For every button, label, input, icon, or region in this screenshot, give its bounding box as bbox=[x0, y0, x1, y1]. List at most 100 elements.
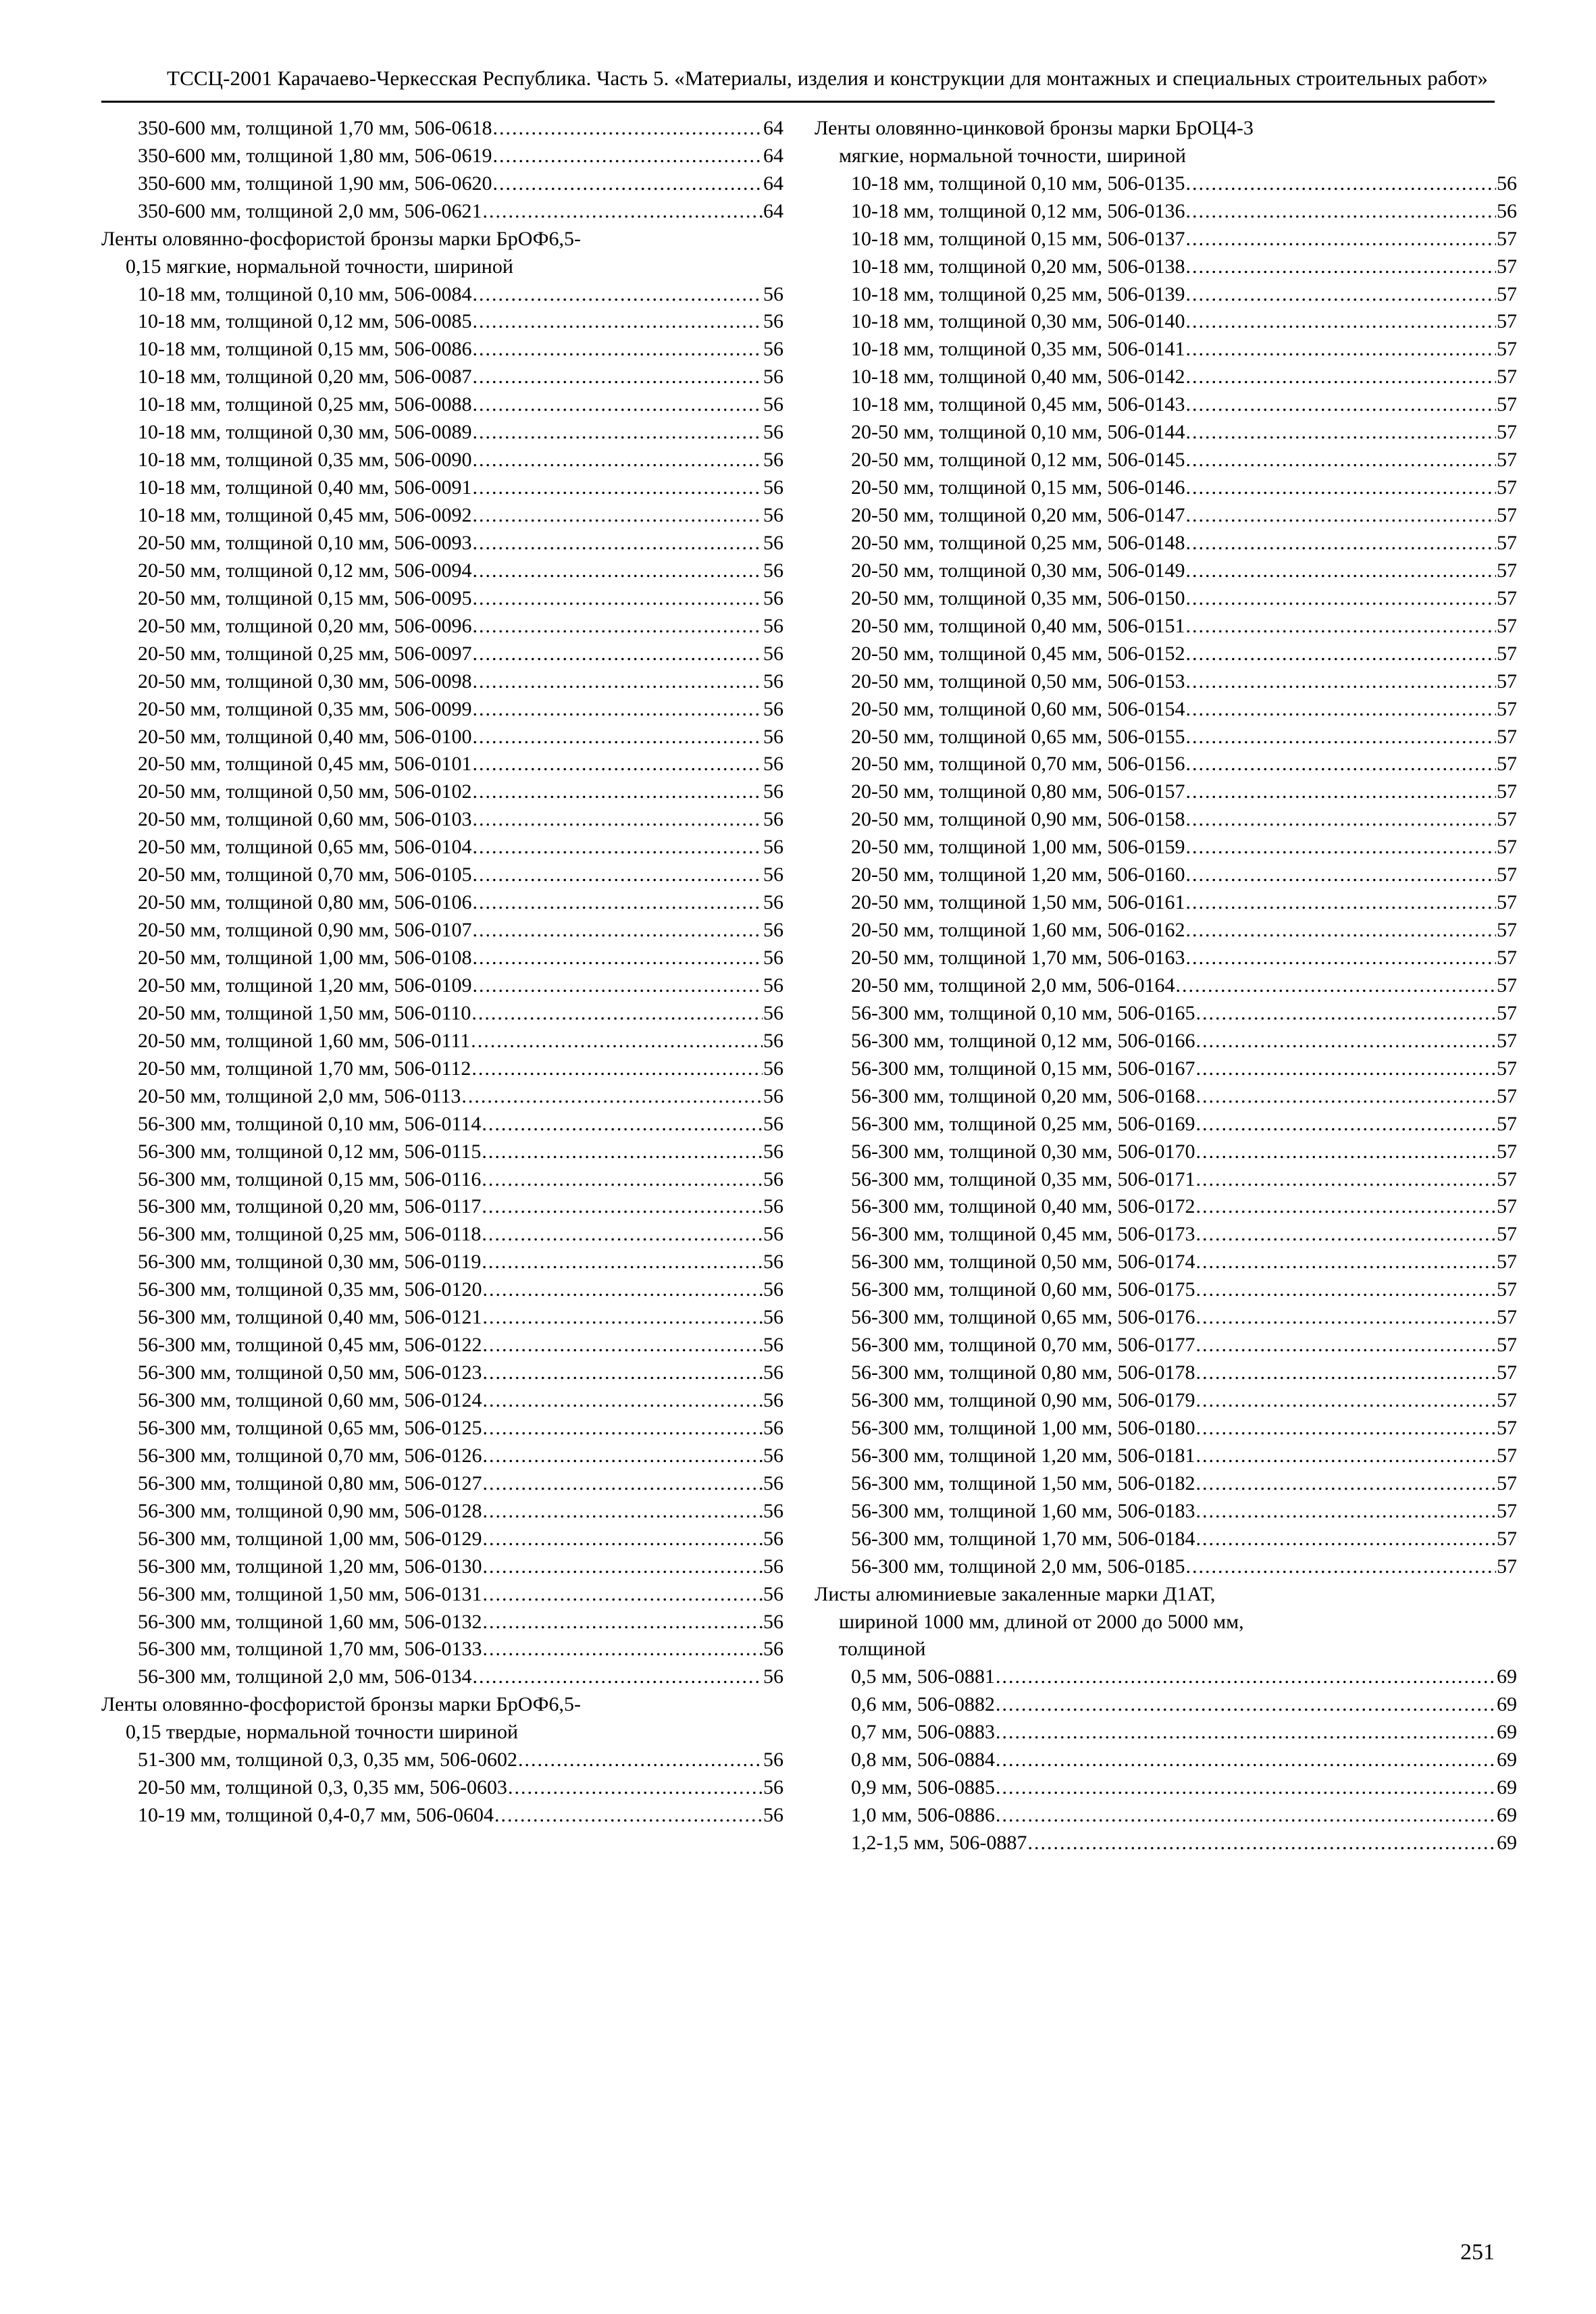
toc-entry[interactable]: 56-300 мм, толщиной 0,30 мм, 506-0170 57 bbox=[815, 1138, 1517, 1166]
toc-entry[interactable]: 10-18 мм, толщиной 0,12 мм, 506-0085 56 bbox=[101, 308, 783, 336]
toc-entry[interactable]: 56-300 мм, толщиной 1,00 мм, 506-0180 57 bbox=[815, 1415, 1517, 1442]
toc-entry[interactable]: 56-300 мм, толщиной 0,80 мм, 506-0127 56 bbox=[101, 1470, 783, 1498]
toc-entry[interactable]: 56-300 мм, толщиной 0,15 мм, 506-0116 56 bbox=[101, 1166, 783, 1194]
toc-entry[interactable]: 350-600 мм, толщиной 1,80 мм, 506-0619 64 bbox=[101, 143, 783, 170]
toc-entry[interactable]: 20-50 мм, толщиной 0,30 мм, 506-0098 56 bbox=[101, 668, 783, 696]
toc-entry[interactable]: 20-50 мм, толщиной 0,3, 0,35 мм, 506-060… bbox=[101, 1774, 783, 1802]
toc-entry[interactable]: 20-50 мм, толщиной 0,15 мм, 506-0095 56 bbox=[101, 585, 783, 613]
toc-entry[interactable]: 56-300 мм, толщиной 1,50 мм, 506-0182 57 bbox=[815, 1470, 1517, 1498]
toc-entry[interactable]: 20-50 мм, толщиной 0,60 мм, 506-0154 57 bbox=[815, 696, 1517, 724]
toc-entry[interactable]: 56-300 мм, толщиной 0,30 мм, 506-0119 56 bbox=[101, 1249, 783, 1276]
toc-entry[interactable]: 56-300 мм, толщиной 1,20 мм, 506-0181 57 bbox=[815, 1442, 1517, 1470]
toc-entry[interactable]: 20-50 мм, толщиной 0,80 мм, 506-0106 56 bbox=[101, 889, 783, 917]
toc-entry[interactable]: 20-50 мм, толщиной 0,35 мм, 506-0099 56 bbox=[101, 696, 783, 724]
toc-entry[interactable]: 10-18 мм, толщиной 0,10 мм, 506-0084 56 bbox=[101, 281, 783, 309]
toc-entry[interactable]: 56-300 мм, толщиной 1,60 мм, 506-0132 56 bbox=[101, 1609, 783, 1636]
toc-entry[interactable]: 56-300 мм, толщиной 0,40 мм, 506-0172 57 bbox=[815, 1193, 1517, 1221]
toc-entry[interactable]: 20-50 мм, толщиной 0,60 мм, 506-0103 56 bbox=[101, 806, 783, 834]
toc-entry[interactable]: 10-18 мм, толщиной 0,25 мм, 506-0088 56 bbox=[101, 391, 783, 419]
toc-entry[interactable]: 56-300 мм, толщиной 0,90 мм, 506-0128 56 bbox=[101, 1498, 783, 1526]
toc-entry[interactable]: 56-300 мм, толщиной 0,20 мм, 506-0117 56 bbox=[101, 1193, 783, 1221]
toc-entry[interactable]: 56-300 мм, толщиной 0,40 мм, 506-0121 56 bbox=[101, 1304, 783, 1332]
toc-entry[interactable]: 10-18 мм, толщиной 0,12 мм, 506-0136 56 bbox=[815, 198, 1517, 226]
toc-entry[interactable]: 56-300 мм, толщиной 2,0 мм, 506-0185 57 bbox=[815, 1553, 1517, 1581]
toc-entry[interactable]: 20-50 мм, толщиной 1,20 мм, 506-0109 56 bbox=[101, 972, 783, 1000]
toc-entry[interactable]: 20-50 мм, толщиной 1,20 мм, 506-0160 57 bbox=[815, 861, 1517, 889]
toc-entry[interactable]: 56-300 мм, толщиной 1,50 мм, 506-0131 56 bbox=[101, 1581, 783, 1609]
toc-entry[interactable]: 56-300 мм, толщиной 0,70 мм, 506-0126 56 bbox=[101, 1442, 783, 1470]
toc-entry[interactable]: 20-50 мм, толщиной 1,00 мм, 506-0108 56 bbox=[101, 945, 783, 972]
toc-entry[interactable]: 56-300 мм, толщиной 0,12 мм, 506-0166 57 bbox=[815, 1028, 1517, 1055]
toc-entry[interactable]: 51-300 мм, толщиной 0,3, 0,35 мм, 506-06… bbox=[101, 1746, 783, 1774]
toc-entry[interactable]: 20-50 мм, толщиной 0,20 мм, 506-0147 57 bbox=[815, 502, 1517, 530]
toc-entry[interactable]: 56-300 мм, толщиной 0,70 мм, 506-0177 57 bbox=[815, 1332, 1517, 1359]
toc-entry[interactable]: 20-50 мм, толщиной 0,20 мм, 506-0096 56 bbox=[101, 613, 783, 640]
toc-entry[interactable]: 20-50 мм, толщиной 0,10 мм, 506-0093 56 bbox=[101, 530, 783, 557]
toc-entry[interactable]: 0,8 мм, 506-0884 69 bbox=[815, 1746, 1517, 1774]
toc-entry[interactable]: 20-50 мм, толщиной 1,70 мм, 506-0163 57 bbox=[815, 945, 1517, 972]
toc-entry[interactable]: 56-300 мм, толщиной 0,60 мм, 506-0175 57 bbox=[815, 1276, 1517, 1304]
toc-entry[interactable]: 56-300 мм, толщиной 0,25 мм, 506-0118 56 bbox=[101, 1221, 783, 1249]
toc-entry[interactable]: 56-300 мм, толщиной 0,20 мм, 506-0168 57 bbox=[815, 1083, 1517, 1111]
toc-entry[interactable]: 1,2-1,5 мм, 506-0887 69 bbox=[815, 1830, 1517, 1857]
toc-entry[interactable]: 20-50 мм, толщиной 2,0 мм, 506-0164 57 bbox=[815, 972, 1517, 1000]
toc-entry[interactable]: 20-50 мм, толщиной 1,60 мм, 506-0111 56 bbox=[101, 1028, 783, 1055]
toc-entry[interactable]: 20-50 мм, толщиной 1,70 мм, 506-0112 56 bbox=[101, 1055, 783, 1083]
toc-entry[interactable]: 20-50 мм, толщиной 2,0 мм, 506-0113 56 bbox=[101, 1083, 783, 1111]
toc-entry[interactable]: 10-18 мм, толщиной 0,35 мм, 506-0141 57 bbox=[815, 336, 1517, 363]
toc-entry[interactable]: 20-50 мм, толщиной 1,50 мм, 506-0161 57 bbox=[815, 889, 1517, 917]
toc-entry[interactable]: 20-50 мм, толщиной 0,45 мм, 506-0152 57 bbox=[815, 640, 1517, 668]
toc-entry[interactable]: 56-300 мм, толщиной 0,15 мм, 506-0167 57 bbox=[815, 1055, 1517, 1083]
toc-entry[interactable]: 0,6 мм, 506-0882 69 bbox=[815, 1691, 1517, 1719]
toc-entry[interactable]: 20-50 мм, толщиной 0,65 мм, 506-0104 56 bbox=[101, 834, 783, 861]
toc-entry[interactable]: 10-18 мм, толщиной 0,20 мм, 506-0138 57 bbox=[815, 253, 1517, 281]
toc-entry[interactable]: 10-18 мм, толщиной 0,40 мм, 506-0091 56 bbox=[101, 474, 783, 502]
toc-entry[interactable]: 56-300 мм, толщиной 1,70 мм, 506-0133 56 bbox=[101, 1636, 783, 1663]
toc-entry[interactable]: 10-18 мм, толщиной 0,15 мм, 506-0137 57 bbox=[815, 226, 1517, 253]
toc-entry[interactable]: 10-18 мм, толщиной 0,30 мм, 506-0140 57 bbox=[815, 308, 1517, 336]
toc-entry[interactable]: 20-50 мм, толщиной 0,25 мм, 506-0148 57 bbox=[815, 530, 1517, 557]
toc-entry[interactable]: 20-50 мм, толщиной 0,35 мм, 506-0150 57 bbox=[815, 585, 1517, 613]
toc-entry[interactable]: 20-50 мм, толщиной 0,70 мм, 506-0105 56 bbox=[101, 861, 783, 889]
toc-entry[interactable]: 20-50 мм, толщиной 1,00 мм, 506-0159 57 bbox=[815, 834, 1517, 861]
toc-entry[interactable]: 56-300 мм, толщиной 0,45 мм, 506-0173 57 bbox=[815, 1221, 1517, 1249]
toc-entry[interactable]: 56-300 мм, толщиной 0,65 мм, 506-0176 57 bbox=[815, 1304, 1517, 1332]
toc-entry[interactable]: 20-50 мм, толщиной 0,70 мм, 506-0156 57 bbox=[815, 751, 1517, 778]
toc-entry[interactable]: 20-50 мм, толщиной 0,45 мм, 506-0101 56 bbox=[101, 751, 783, 778]
toc-entry[interactable]: 56-300 мм, толщиной 0,12 мм, 506-0115 56 bbox=[101, 1138, 783, 1166]
toc-entry[interactable]: 0,9 мм, 506-0885 69 bbox=[815, 1774, 1517, 1802]
toc-entry[interactable]: 56-300 мм, толщиной 2,0 мм, 506-0134 56 bbox=[101, 1663, 783, 1691]
toc-entry[interactable]: 20-50 мм, толщиной 0,90 мм, 506-0158 57 bbox=[815, 806, 1517, 834]
toc-entry[interactable]: 10-18 мм, толщиной 0,10 мм, 506-0135 56 bbox=[815, 170, 1517, 198]
toc-entry[interactable]: 350-600 мм, толщиной 1,90 мм, 506-0620 64 bbox=[101, 170, 783, 198]
toc-entry[interactable]: 350-600 мм, толщиной 2,0 мм, 506-0621 64 bbox=[101, 198, 783, 226]
toc-entry[interactable]: 56-300 мм, толщиной 0,80 мм, 506-0178 57 bbox=[815, 1359, 1517, 1387]
toc-entry[interactable]: 20-50 мм, толщиной 0,80 мм, 506-0157 57 bbox=[815, 778, 1517, 806]
toc-entry[interactable]: 10-18 мм, толщиной 0,45 мм, 506-0092 56 bbox=[101, 502, 783, 530]
toc-entry[interactable]: 20-50 мм, толщиной 1,50 мм, 506-0110 56 bbox=[101, 1000, 783, 1028]
toc-entry[interactable]: 350-600 мм, толщиной 1,70 мм, 506-0618 64 bbox=[101, 115, 783, 143]
toc-entry[interactable]: 20-50 мм, толщиной 0,12 мм, 506-0094 56 bbox=[101, 557, 783, 585]
toc-entry[interactable]: 20-50 мм, толщиной 0,40 мм, 506-0151 57 bbox=[815, 613, 1517, 640]
toc-entry[interactable]: 56-300 мм, толщиной 1,60 мм, 506-0183 57 bbox=[815, 1498, 1517, 1526]
toc-entry[interactable]: 56-300 мм, толщиной 0,10 мм, 506-0165 57 bbox=[815, 1000, 1517, 1028]
toc-entry[interactable]: 20-50 мм, толщиной 0,50 мм, 506-0102 56 bbox=[101, 778, 783, 806]
toc-entry[interactable]: 20-50 мм, толщиной 0,65 мм, 506-0155 57 bbox=[815, 724, 1517, 751]
toc-entry[interactable]: 0,7 мм, 506-0883 69 bbox=[815, 1719, 1517, 1746]
toc-entry[interactable]: 20-50 мм, толщиной 1,60 мм, 506-0162 57 bbox=[815, 917, 1517, 945]
toc-entry[interactable]: 10-18 мм, толщиной 0,30 мм, 506-0089 56 bbox=[101, 419, 783, 447]
toc-entry[interactable]: 20-50 мм, толщиной 0,12 мм, 506-0145 57 bbox=[815, 447, 1517, 474]
toc-entry[interactable]: 56-300 мм, толщиной 0,10 мм, 506-0114 56 bbox=[101, 1111, 783, 1138]
toc-entry[interactable]: 56-300 мм, толщиной 0,25 мм, 506-0169 57 bbox=[815, 1111, 1517, 1138]
toc-entry[interactable]: 56-300 мм, толщиной 1,20 мм, 506-0130 56 bbox=[101, 1553, 783, 1581]
toc-entry[interactable]: 10-19 мм, толщиной 0,4-0,7 мм, 506-0604 5… bbox=[101, 1802, 783, 1830]
toc-entry[interactable]: 20-50 мм, толщиной 0,50 мм, 506-0153 57 bbox=[815, 668, 1517, 696]
toc-entry[interactable]: 10-18 мм, толщиной 0,40 мм, 506-0142 57 bbox=[815, 363, 1517, 391]
toc-entry[interactable]: 10-18 мм, толщиной 0,15 мм, 506-0086 56 bbox=[101, 336, 783, 363]
toc-entry[interactable]: 56-300 мм, толщиной 0,35 мм, 506-0171 57 bbox=[815, 1166, 1517, 1194]
toc-entry[interactable]: 20-50 мм, толщиной 0,40 мм, 506-0100 56 bbox=[101, 724, 783, 751]
toc-entry[interactable]: 20-50 мм, толщиной 0,30 мм, 506-0149 57 bbox=[815, 557, 1517, 585]
toc-entry[interactable]: 20-50 мм, толщиной 0,15 мм, 506-0146 57 bbox=[815, 474, 1517, 502]
toc-entry[interactable]: 56-300 мм, толщиной 0,65 мм, 506-0125 56 bbox=[101, 1415, 783, 1442]
toc-entry[interactable]: 20-50 мм, толщиной 0,10 мм, 506-0144 57 bbox=[815, 419, 1517, 447]
